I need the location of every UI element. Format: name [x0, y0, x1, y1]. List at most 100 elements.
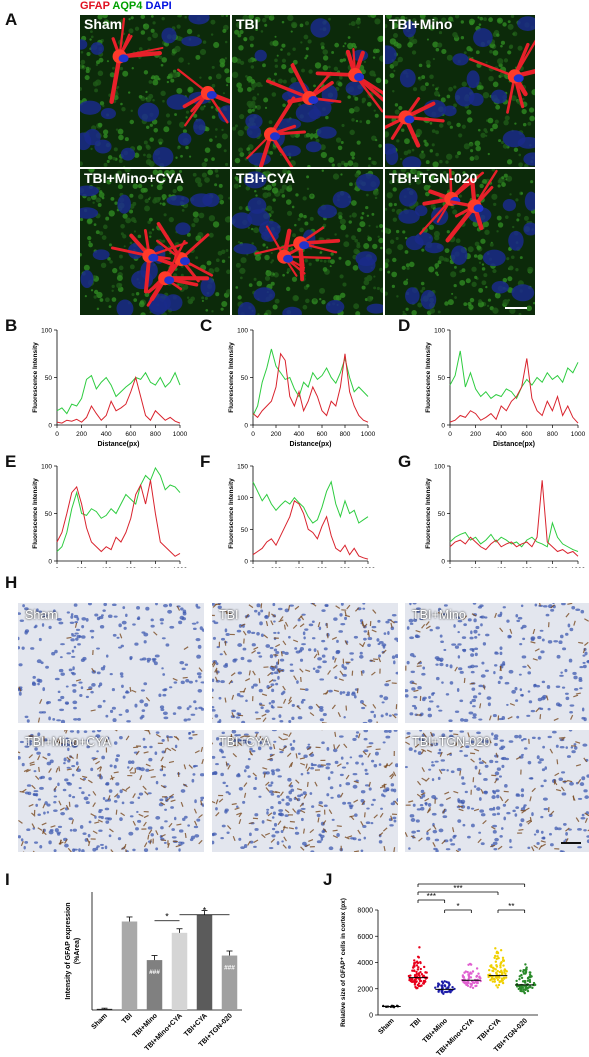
x-tick-label: 200 [470, 431, 481, 438]
x-tick-label: 0 [55, 431, 59, 438]
y-axis-label: Fluorescence Intensity [425, 478, 432, 549]
if-image-tbi-mino-cya: TBI+Mino+CYA [80, 169, 230, 315]
x-tick-label: TBI+CYA [477, 1017, 503, 1043]
x-tick-label: 1000 [173, 567, 188, 568]
x-tick-label: 400 [294, 431, 305, 438]
y-tick-label: 100 [41, 328, 52, 335]
data-point [519, 986, 523, 989]
data-point [413, 965, 416, 968]
data-point [498, 980, 501, 983]
panel-letter-e: E [5, 452, 17, 471]
data-point [500, 969, 503, 972]
series-line-aqp4 [252, 348, 369, 416]
data-point [415, 964, 419, 967]
data-point [415, 970, 418, 974]
data-point [415, 972, 418, 976]
data-point [496, 951, 500, 955]
series-line-gfap [449, 480, 579, 557]
data-point [490, 965, 493, 969]
data-point [524, 986, 527, 990]
data-point [443, 984, 447, 988]
data-point [461, 975, 465, 978]
data-point [415, 975, 419, 978]
series-line-aqp4 [56, 371, 181, 415]
data-point [528, 978, 532, 982]
y-tick-label: 50 [438, 511, 446, 518]
y-tick-label: 0 [48, 559, 52, 566]
series-line-aqp4 [449, 521, 579, 552]
scatter-group-tbi-mino [434, 980, 456, 995]
x-tick-label: 0 [55, 567, 59, 568]
ihc-label: Sham [25, 608, 58, 622]
data-point [497, 957, 500, 960]
chart-j-gfap-cell-size: 0 2000 4000 6000 8000 Relative size of GFAP⁺ … [340, 880, 538, 1057]
if-image-tbi: TBI [232, 15, 383, 167]
y-tick-label: 150 [237, 464, 248, 471]
data-point [447, 981, 450, 985]
ihc-image-tbi: TBI [212, 603, 398, 723]
data-point [496, 986, 499, 989]
data-point [419, 967, 422, 971]
x-tick-label: 400 [496, 431, 507, 438]
series-line-gfap [56, 375, 181, 424]
x-tick-label: 0 [448, 567, 452, 568]
if-image-tbi-tgn-020: TBI+TGN-020 [385, 169, 535, 315]
data-point [464, 970, 468, 973]
bar-tbi-cya [196, 914, 213, 1010]
x-tick-label: TBI+CYA [183, 1012, 209, 1038]
ihc-image-tbi-tgn-020: TBI+TGN-020 [405, 730, 589, 852]
x-tick-label: 1000 [361, 431, 376, 438]
series-line-gfap [56, 480, 181, 557]
data-point [441, 991, 444, 994]
x-tick-label: TBI+Mino [422, 1017, 449, 1044]
line-plot-f: 05010015002004006008001000Distance(px)Fl… [228, 464, 376, 569]
x-tick-label: 0 [448, 431, 452, 438]
data-point [475, 967, 479, 970]
data-point [500, 960, 503, 964]
data-point [493, 956, 496, 959]
line-plot-g: 05010002004006008001000Distance(px)Fluor… [425, 464, 586, 569]
data-point [466, 984, 470, 988]
data-point [497, 983, 501, 987]
data-point [531, 986, 534, 990]
data-point [518, 977, 521, 981]
x-axis-label: Distance(px) [97, 441, 139, 448]
panel-letter-d: D [398, 316, 411, 335]
bar-significance-label: ### [224, 965, 235, 972]
data-point [443, 990, 447, 994]
data-point [479, 977, 482, 980]
y-tick-label: 4000 [357, 960, 373, 967]
significance-label: * [165, 911, 169, 921]
data-point [501, 959, 505, 962]
data-point [502, 964, 505, 967]
y-tick-label: 50 [45, 375, 53, 382]
ihc-image-tbi-mino-cya: TBI+Mino+CYA [18, 730, 204, 852]
x-tick-label: 400 [101, 567, 112, 568]
data-point [443, 980, 446, 983]
if-image-sham: Sham [80, 15, 230, 167]
series-line-aqp4 [449, 350, 579, 400]
x-tick-label: 200 [271, 567, 282, 568]
scale-bar [505, 307, 527, 309]
x-tick-label: 0 [251, 431, 255, 438]
data-point [503, 971, 506, 974]
data-point [515, 979, 518, 983]
significance-label: * [456, 902, 459, 911]
x-tick-label: TBI [121, 1012, 134, 1025]
data-point [469, 985, 472, 989]
data-point [415, 987, 418, 990]
data-point [474, 980, 477, 983]
y-tick-label: 100 [41, 464, 52, 471]
x-tick-label: 400 [496, 567, 507, 568]
y-tick-label: 100 [237, 328, 248, 335]
data-point [491, 969, 494, 973]
scatter-group-tbi-mino-cya [461, 962, 482, 990]
data-point [477, 972, 480, 975]
y-axis-label: Fluorescence Intensity [32, 478, 39, 549]
data-point [411, 969, 414, 972]
channel-legend: GFAP AQP4 DAPI [80, 0, 172, 12]
x-tick-label: Sham [377, 1017, 395, 1035]
